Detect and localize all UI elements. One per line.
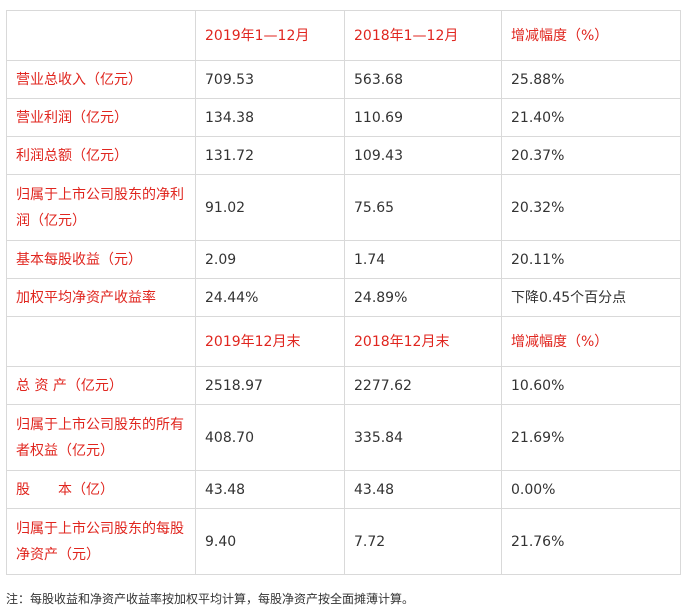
header-2018-year-end: 2018年12月末 [344,316,502,367]
row-label: 归属于上市公司股东的所有者权益（亿元） [6,404,196,471]
footnote: 注：每股收益和净资产收益率按加权平均计算，每股净资产按全面摊薄计算。 [6,592,415,606]
cell-value-2019: 24.44% [195,278,345,317]
table-header-row-period-end: 2019年12月末 2018年12月末 增减幅度（%） [6,316,681,367]
table-row: 归属于上市公司股东的所有者权益（亿元） 408.70 335.84 21.69% [6,404,681,471]
header-change-percent: 增减幅度（%） [501,10,681,61]
row-label: 营业总收入（亿元） [6,60,196,99]
row-label: 基本每股收益（元） [6,240,196,279]
table-row: 归属于上市公司股东的净利润（亿元） 91.02 75.65 20.32% [6,174,681,241]
cell-value-change: 21.40% [501,98,681,137]
table-header-row-period: 2019年1—12月 2018年1—12月 增减幅度（%） [6,10,681,61]
header-corner-cell [6,10,196,61]
cell-value-2019: 2518.97 [195,366,345,405]
table-row: 归属于上市公司股东的每股净资产（元） 9.40 7.72 21.76% [6,508,681,575]
cell-value-2019: 91.02 [195,174,345,241]
header-change-percent: 增减幅度（%） [501,316,681,367]
cell-value-2018: 24.89% [344,278,502,317]
cell-value-change: 0.00% [501,470,681,509]
cell-value-change: 25.88% [501,60,681,99]
cell-value-2018: 1.74 [344,240,502,279]
cell-value-2018: 109.43 [344,136,502,175]
row-label: 营业利润（亿元） [6,98,196,137]
row-label: 股 本（亿） [6,470,196,509]
row-label: 归属于上市公司股东的净利润（亿元） [6,174,196,241]
cell-value-change: 21.69% [501,404,681,471]
cell-value-2019: 2.09 [195,240,345,279]
table-row: 营业利润（亿元） 134.38 110.69 21.40% [6,98,681,137]
header-2019-full-year: 2019年1—12月 [195,10,345,61]
financial-summary-table: 2019年1—12月 2018年1—12月 增减幅度（%） 营业总收入（亿元） … [6,10,681,575]
row-label: 加权平均净资产收益率 [6,278,196,317]
cell-value-2019: 408.70 [195,404,345,471]
row-label: 归属于上市公司股东的每股净资产（元） [6,508,196,575]
cell-value-change: 20.11% [501,240,681,279]
table-row: 加权平均净资产收益率 24.44% 24.89% 下降0.45个百分点 [6,278,681,317]
header-2018-full-year: 2018年1—12月 [344,10,502,61]
cell-value-change: 21.76% [501,508,681,575]
header-corner-cell [6,316,196,367]
cell-value-2019: 9.40 [195,508,345,575]
table-row: 利润总额（亿元） 131.72 109.43 20.37% [6,136,681,175]
cell-value-2019: 709.53 [195,60,345,99]
cell-value-change: 20.37% [501,136,681,175]
cell-value-2018: 335.84 [344,404,502,471]
cell-value-2019: 134.38 [195,98,345,137]
row-label: 利润总额（亿元） [6,136,196,175]
table-row: 总 资 产（亿元） 2518.97 2277.62 10.60% [6,366,681,405]
row-label: 总 资 产（亿元） [6,366,196,405]
cell-value-change: 10.60% [501,366,681,405]
cell-value-2019: 131.72 [195,136,345,175]
cell-value-2018: 43.48 [344,470,502,509]
cell-value-2018: 7.72 [344,508,502,575]
header-2019-year-end: 2019年12月末 [195,316,345,367]
cell-value-change: 下降0.45个百分点 [501,278,681,317]
table-row: 营业总收入（亿元） 709.53 563.68 25.88% [6,60,681,99]
cell-value-2018: 75.65 [344,174,502,241]
cell-value-change: 20.32% [501,174,681,241]
cell-value-2019: 43.48 [195,470,345,509]
table-row: 基本每股收益（元） 2.09 1.74 20.11% [6,240,681,279]
cell-value-2018: 110.69 [344,98,502,137]
table-row: 股 本（亿） 43.48 43.48 0.00% [6,470,681,509]
cell-value-2018: 563.68 [344,60,502,99]
cell-value-2018: 2277.62 [344,366,502,405]
